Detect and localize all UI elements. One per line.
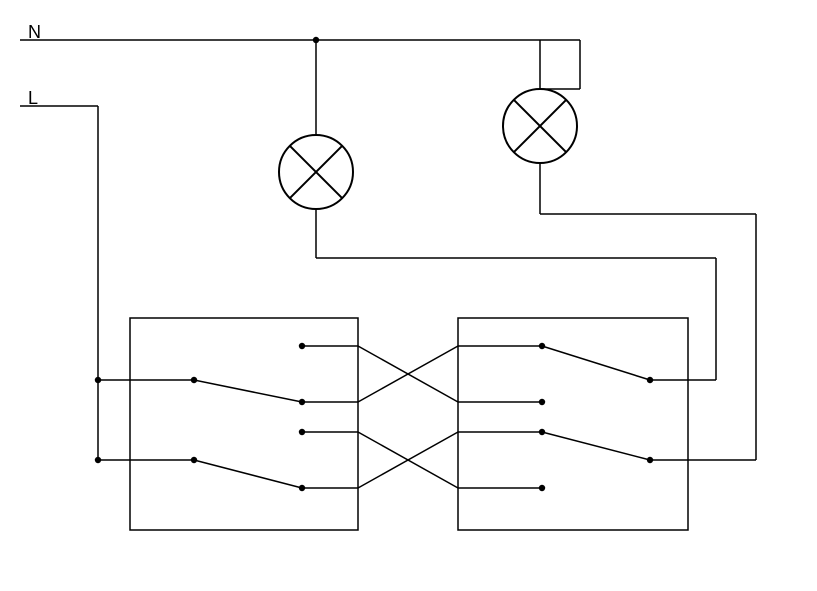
term-right-lower-common xyxy=(647,457,653,463)
term-right-upper-t1 xyxy=(539,343,545,349)
wiper-right-lower xyxy=(542,432,650,460)
term-left-upper-common xyxy=(191,377,197,383)
circuit-diagram: N L xyxy=(0,0,817,591)
term-right-lower-t1 xyxy=(539,429,545,435)
term-right-upper-t2 xyxy=(539,399,545,405)
term-left-lower-t2 xyxy=(299,485,305,491)
label-live: L xyxy=(28,88,38,108)
term-left-lower-t1 xyxy=(299,429,305,435)
node-live-lower xyxy=(95,457,101,463)
term-right-upper-common xyxy=(647,377,653,383)
term-left-upper-t2 xyxy=(299,399,305,405)
label-neutral: N xyxy=(28,22,41,42)
term-left-lower-common xyxy=(191,457,197,463)
term-right-lower-t2 xyxy=(539,485,545,491)
node-live-upper xyxy=(95,377,101,383)
wiper-left-upper xyxy=(194,380,302,402)
wiper-left-lower xyxy=(194,460,302,488)
lamp-left xyxy=(279,135,353,209)
lamp-right xyxy=(503,89,577,163)
switch-box-left xyxy=(130,318,358,530)
term-left-upper-t1 xyxy=(299,343,305,349)
node-n-tee-lamp-left xyxy=(313,37,319,43)
wiper-right-upper xyxy=(542,346,650,380)
switch-box-right xyxy=(458,318,688,530)
